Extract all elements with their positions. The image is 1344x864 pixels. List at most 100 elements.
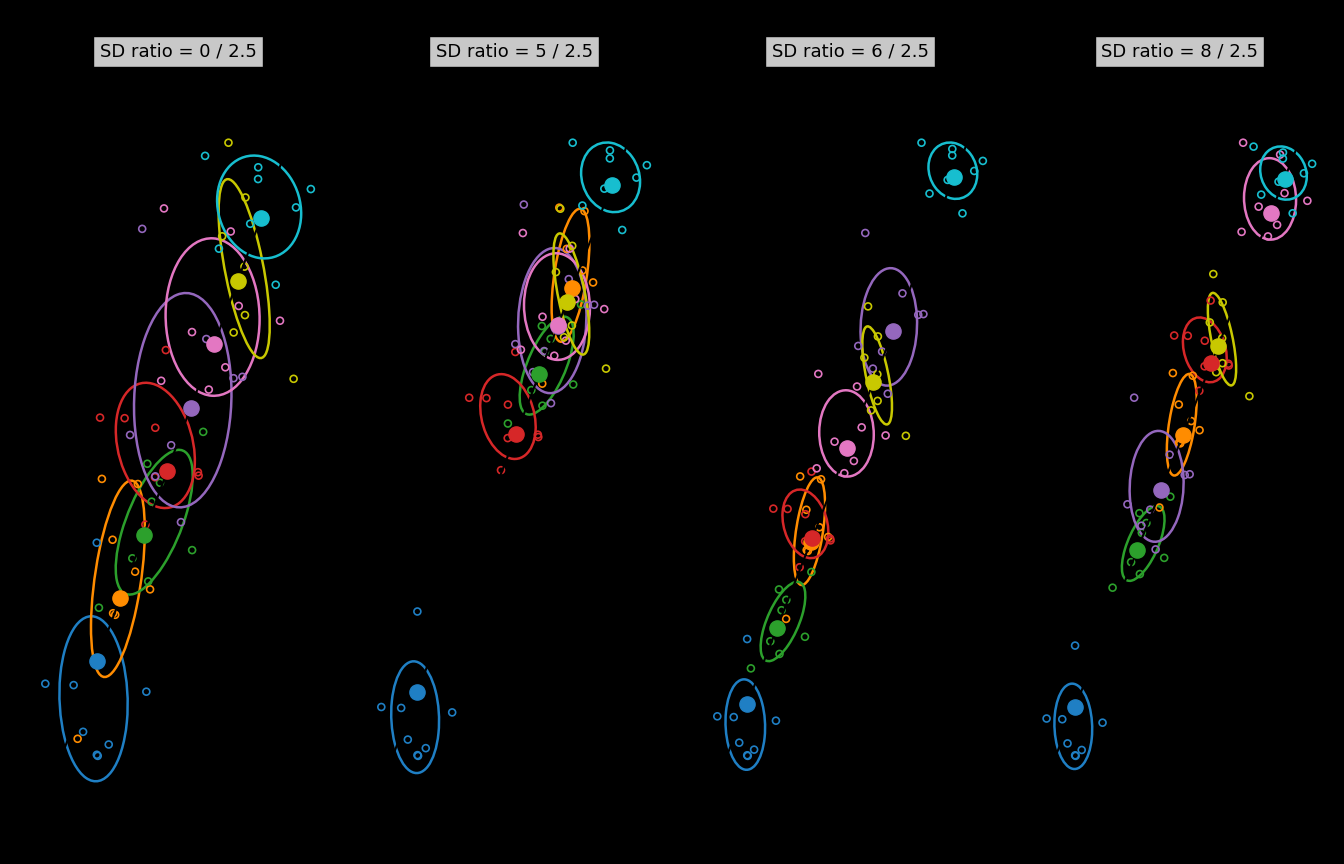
- Point: [1193, 359, 1215, 373]
- Point: [87, 749, 109, 763]
- Point: [769, 582, 790, 596]
- Point: [817, 530, 839, 543]
- Point: [234, 260, 255, 274]
- Point: [794, 507, 816, 521]
- Point: [875, 429, 896, 442]
- Text: SD ratio = 8 / 2.5: SD ratio = 8 / 2.5: [1101, 42, 1258, 60]
- Point: [228, 299, 250, 313]
- Point: [133, 528, 155, 542]
- Point: [789, 561, 810, 575]
- Point: [765, 714, 786, 727]
- Point: [554, 330, 575, 344]
- Point: [1218, 359, 1239, 372]
- Point: [1168, 397, 1189, 411]
- Point: [728, 736, 750, 750]
- Point: [1188, 384, 1210, 397]
- Point: [1297, 194, 1318, 207]
- Point: [577, 299, 598, 313]
- Point: [239, 217, 261, 231]
- Point: [1064, 749, 1086, 763]
- Point: [582, 276, 603, 289]
- Point: [809, 520, 831, 534]
- Point: [848, 339, 870, 353]
- Point: [594, 181, 616, 195]
- Point: [800, 535, 821, 549]
- Point: [964, 164, 985, 178]
- Point: [547, 319, 569, 333]
- Point: [797, 544, 818, 558]
- Point: [247, 161, 269, 175]
- Point: [1102, 581, 1124, 594]
- Point: [867, 329, 888, 343]
- Point: [808, 367, 829, 381]
- Point: [504, 337, 526, 351]
- Point: [407, 748, 429, 762]
- Point: [853, 351, 875, 365]
- Point: [220, 225, 242, 238]
- Point: [1145, 543, 1167, 556]
- Point: [766, 621, 788, 635]
- Point: [836, 442, 857, 455]
- Point: [1130, 518, 1152, 532]
- Point: [1149, 500, 1171, 514]
- Point: [520, 383, 542, 397]
- Point: [1247, 200, 1269, 213]
- Point: [737, 697, 758, 711]
- Point: [1274, 172, 1296, 186]
- Point: [1193, 334, 1215, 347]
- Point: [269, 314, 290, 327]
- Point: [801, 565, 823, 579]
- Point: [1282, 206, 1304, 220]
- Point: [1051, 712, 1073, 726]
- Point: [1091, 715, 1113, 729]
- Point: [801, 465, 823, 479]
- Point: [1129, 506, 1150, 520]
- Point: [1132, 526, 1153, 540]
- Point: [1036, 712, 1058, 726]
- Point: [1124, 391, 1145, 404]
- Point: [231, 370, 253, 384]
- Point: [89, 600, 110, 614]
- Point: [556, 242, 578, 256]
- Point: [759, 634, 781, 648]
- Point: [1199, 315, 1220, 329]
- Point: [548, 200, 570, 214]
- Point: [1163, 366, 1184, 380]
- Point: [476, 391, 497, 405]
- Point: [91, 472, 113, 486]
- Point: [1179, 467, 1200, 481]
- Point: [833, 467, 855, 480]
- Point: [907, 308, 929, 321]
- Point: [144, 470, 165, 484]
- Point: [234, 308, 255, 322]
- Point: [1071, 743, 1093, 757]
- Point: [1064, 748, 1086, 762]
- Point: [599, 151, 621, 165]
- Point: [134, 518, 156, 531]
- Point: [540, 397, 562, 410]
- Point: [512, 226, 534, 240]
- Point: [1257, 230, 1278, 244]
- Point: [546, 265, 567, 279]
- Point: [737, 632, 758, 646]
- Point: [543, 349, 564, 363]
- Point: [1212, 356, 1234, 370]
- Point: [181, 325, 203, 339]
- Point: [636, 158, 657, 172]
- Point: [943, 169, 965, 183]
- Point: [528, 367, 550, 381]
- Point: [98, 738, 120, 752]
- Point: [128, 477, 149, 491]
- Point: [851, 421, 872, 435]
- Point: [1136, 516, 1157, 530]
- Point: [235, 191, 257, 205]
- Point: [250, 211, 271, 225]
- Point: [563, 378, 585, 391]
- Point: [1177, 329, 1199, 343]
- Point: [534, 344, 555, 358]
- Point: [513, 198, 535, 212]
- Point: [151, 374, 172, 388]
- Point: [1243, 140, 1265, 154]
- Point: [300, 182, 321, 196]
- Point: [1261, 206, 1282, 220]
